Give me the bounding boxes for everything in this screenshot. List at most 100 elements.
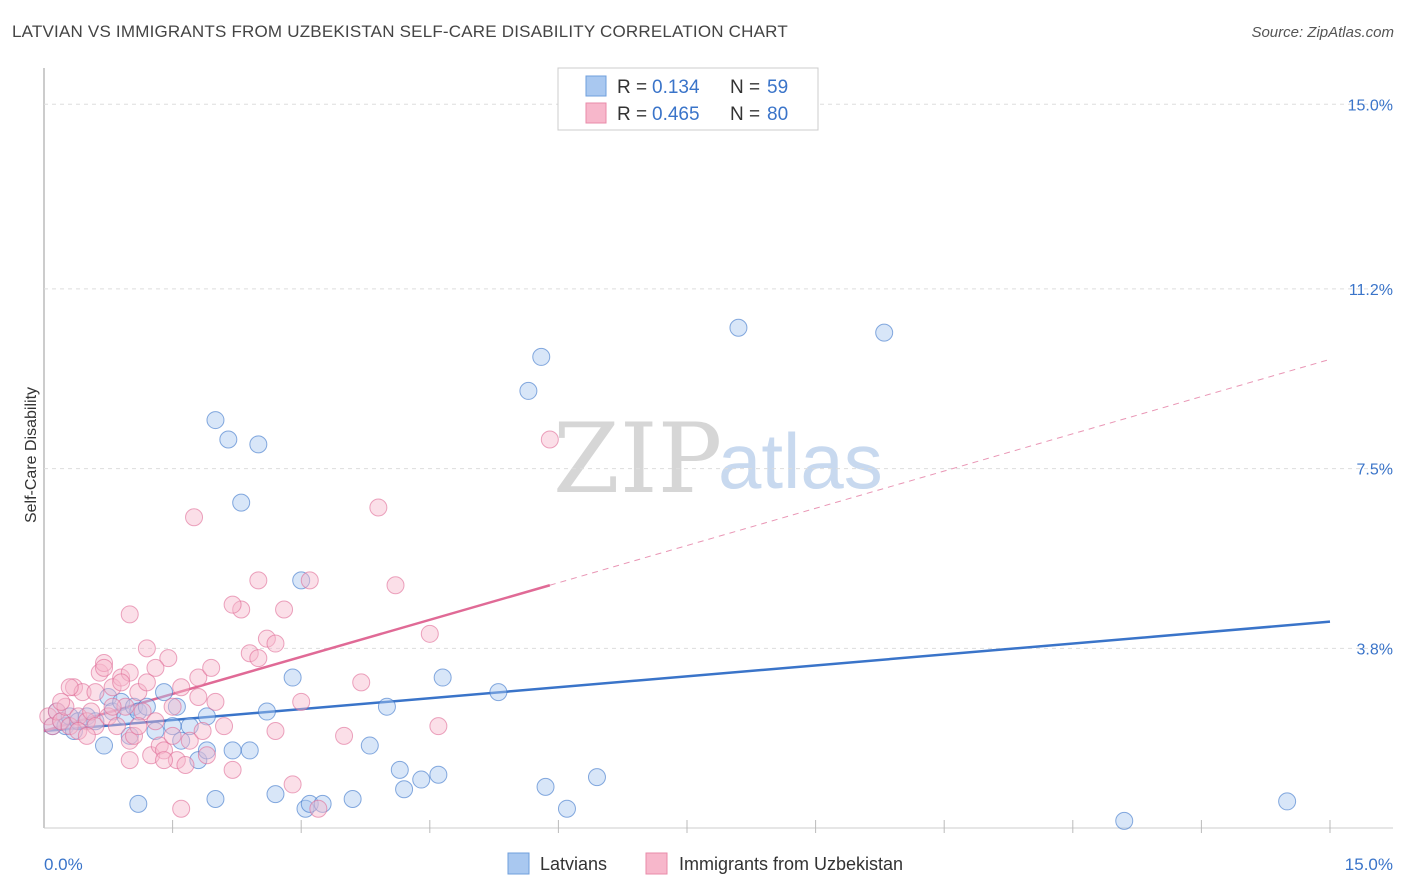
point-latvians-39 [300, 794, 319, 813]
point-uzbekistan-29 [159, 649, 178, 668]
x-tick-marks [172, 820, 1331, 833]
point-uzbekistan-78 [77, 726, 96, 745]
point-uzbekistan-17 [112, 668, 131, 687]
point-uzbekistan-75 [223, 595, 242, 614]
point-uzbekistan-31 [167, 751, 186, 770]
point-uzbekistan-24 [137, 673, 156, 692]
point-latvians-49 [489, 683, 508, 702]
point-uzbekistan-56 [386, 576, 405, 595]
point-uzbekistan-6 [65, 678, 84, 697]
point-uzbekistan-10 [82, 702, 101, 721]
legend-swatch-uzbekistan [585, 102, 607, 124]
point-uzbekistan-38 [197, 746, 216, 765]
point-uzbekistan-3 [52, 712, 71, 731]
y-tick-label-2: 11.2% [1349, 282, 1393, 299]
point-latvians-25 [197, 741, 216, 760]
point-uzbekistan-28 [155, 741, 174, 760]
point-uzbekistan-2 [47, 702, 66, 721]
point-uzbekistan-16 [107, 717, 126, 736]
point-uzbekistan-50 [292, 692, 311, 711]
point-latvians-41 [343, 789, 362, 808]
point-uzbekistan-41 [215, 717, 234, 736]
point-latvians-28 [206, 411, 225, 430]
point-latvians-33 [249, 435, 268, 454]
point-uzbekistan-55 [369, 498, 388, 517]
point-uzbekistan-47 [266, 721, 285, 740]
data-points [39, 318, 1297, 830]
bottom-legend-label-uzbekistan: Immigrants from Uzbekistan [679, 854, 903, 874]
series-legend: Latvians Immigrants from Uzbekistan [507, 852, 903, 875]
point-latvians-9 [95, 736, 114, 755]
legend-n-label-1: N = [730, 77, 760, 98]
point-uzbekistan-72 [146, 658, 165, 677]
point-uzbekistan-69 [129, 717, 148, 736]
legend-n-value-1: 59 [767, 77, 788, 98]
point-latvians-47 [429, 765, 448, 784]
point-uzbekistan-57 [420, 624, 439, 643]
point-uzbekistan-35 [185, 508, 204, 527]
point-latvians-54 [587, 768, 606, 787]
trend-line-extension-uzbekistan [549, 358, 1331, 586]
point-uzbekistan-68 [103, 697, 122, 716]
legend-n-label-2: N = [730, 104, 760, 125]
point-latvians-32 [240, 741, 259, 760]
point-latvians-55 [729, 318, 748, 337]
y-tick-label-3: 15.0% [1348, 97, 1393, 114]
point-latvians-45 [395, 780, 414, 799]
point-uzbekistan-39 [202, 658, 221, 677]
point-uzbekistan-21 [125, 726, 144, 745]
bottom-legend-swatch-latvians [507, 852, 530, 875]
legend-swatch-latvians [585, 75, 607, 97]
point-uzbekistan-30 [163, 697, 182, 716]
point-latvians-58 [1278, 792, 1297, 811]
point-uzbekistan-36 [189, 668, 208, 687]
legend-r-value-2: 0.465 [652, 104, 700, 125]
point-uzbekistan-42 [223, 760, 242, 779]
point-latvians-29 [219, 430, 238, 449]
gridlines [44, 103, 1393, 649]
point-uzbekistan-79 [163, 726, 182, 745]
point-uzbekistan-73 [112, 673, 131, 692]
point-uzbekistan-51 [300, 571, 319, 590]
legend-r-label-2: R = [617, 104, 647, 125]
source-label: Source: ZipAtlas.com [1251, 24, 1394, 41]
point-latvians-34 [257, 702, 276, 721]
point-uzbekistan-66 [266, 634, 285, 653]
y-tick-label-1: 7.5% [1357, 462, 1393, 479]
point-latvians-18 [146, 721, 165, 740]
point-uzbekistan-63 [137, 639, 156, 658]
point-uzbekistan-61 [60, 678, 79, 697]
point-uzbekistan-53 [335, 726, 354, 745]
point-uzbekistan-33 [176, 755, 195, 774]
bottom-legend-swatch-uzbekistan [645, 852, 668, 875]
legend-r-label-1: R = [617, 77, 647, 98]
point-uzbekistan-76 [189, 687, 208, 706]
watermark-zip: ZIP [553, 403, 722, 515]
point-uzbekistan-60 [120, 605, 139, 624]
point-uzbekistan-49 [283, 775, 302, 794]
point-latvians-21 [167, 697, 186, 716]
point-latvians-43 [377, 697, 396, 716]
correlation-legend: R = 0.134 N = 59 R = 0.465 N = 80 [557, 67, 819, 131]
point-latvians-51 [532, 347, 551, 366]
point-uzbekistan-34 [180, 731, 199, 750]
point-latvians-57 [1115, 811, 1134, 830]
point-latvians-19 [155, 683, 174, 702]
point-latvians-59 [129, 794, 148, 813]
point-uzbekistan-70 [69, 721, 88, 740]
point-uzbekistan-64 [172, 799, 191, 818]
point-latvians-44 [390, 760, 409, 779]
legend-r-value-1: 0.134 [652, 77, 700, 98]
point-uzbekistan-43 [232, 600, 251, 619]
x-tick-label-max: 15.0% [1345, 855, 1393, 874]
point-uzbekistan-52 [309, 799, 328, 818]
point-uzbekistan-58 [429, 717, 448, 736]
point-uzbekistan-32 [172, 678, 191, 697]
point-latvians-52 [536, 777, 555, 796]
legend-n-value-2: 80 [767, 104, 788, 125]
point-uzbekistan-62 [86, 683, 105, 702]
point-uzbekistan-13 [95, 653, 114, 672]
point-uzbekistan-40 [206, 692, 225, 711]
point-uzbekistan-46 [257, 629, 276, 648]
